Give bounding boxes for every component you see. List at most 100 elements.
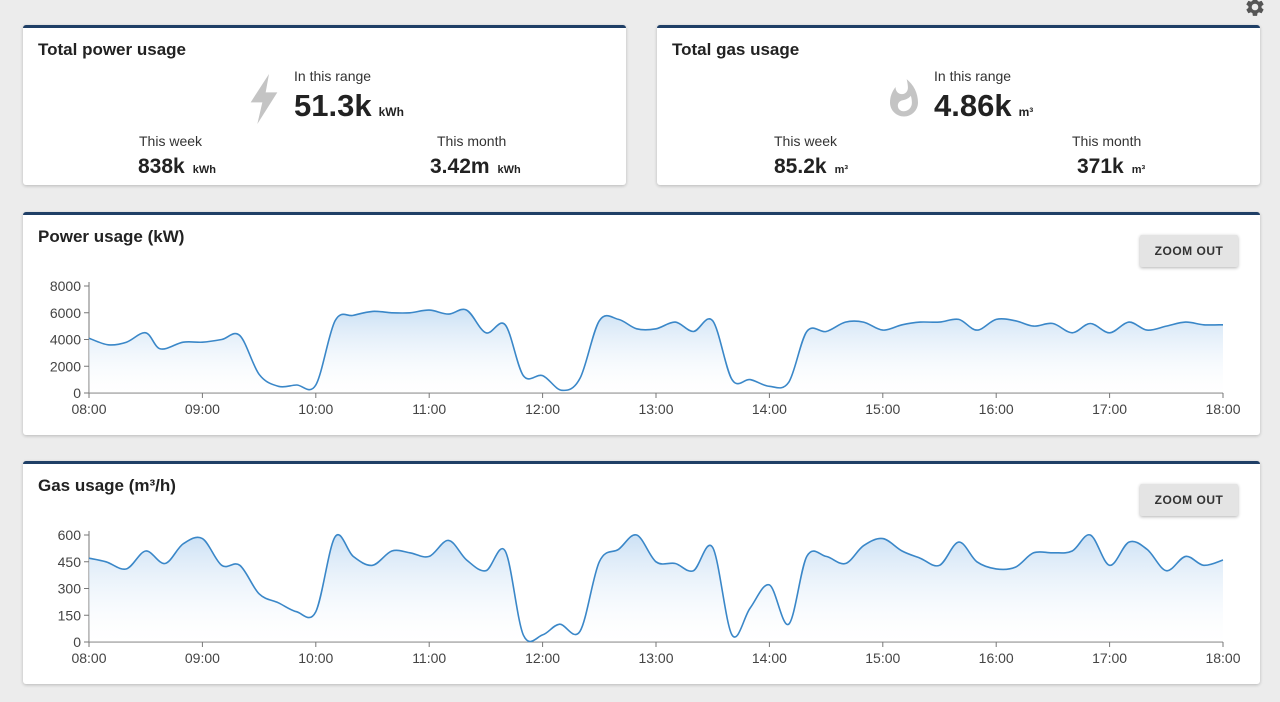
power-usage-chart[interactable]: 0 2000 4000 6000 8000 08:00 09:00 10:00 11:00 12:… [23,215,1260,435]
gas-data-point [1184,555,1187,558]
gas-data-point [334,535,337,538]
gas-x-tick-label: 17:00 [1092,650,1127,666]
power-data-point [1202,323,1205,326]
power-summary-title: Total power usage [38,40,186,59]
gas-data-point [731,633,734,636]
power-range-unit: kWh [378,105,404,119]
gas-x-tick-label: 11:00 [412,650,446,666]
power-data-point [371,310,374,313]
power-data-point [1222,323,1225,326]
power-x-tick-label: 16:00 [979,401,1014,417]
gas-data-point [975,560,978,563]
gas-data-point [277,601,280,604]
gas-range-label: In this range [934,68,1012,84]
power-data-point [144,331,147,334]
gas-data-point [105,560,108,563]
power-data-point [1051,322,1054,325]
gas-zoom-out-button[interactable]: ZOOM OUT [1140,484,1238,516]
power-data-point [844,321,847,324]
power-data-point [881,329,884,332]
gas-range-value: 4.86k m³ [934,88,1034,123]
gas-usage-chart[interactable]: 0 150 300 450 600 08:00 09:00 10:00 11:00 12:00 13… [23,464,1260,684]
power-week-label: This week [139,133,203,149]
power-data-point [635,327,638,330]
power-data-point [617,318,620,321]
gas-data-point [711,546,714,549]
gas-data-point [408,551,411,554]
lightning-icon [250,74,278,124]
power-y-tick-label: 0 [73,385,81,401]
power-data-point [975,329,978,332]
gas-week-unit: m³ [834,164,849,176]
gas-summary-title: Total gas usage [672,40,800,59]
power-data-point [731,378,734,381]
power-data-point [447,313,450,316]
gas-data-point [1108,564,1111,567]
gas-data-point [144,550,147,553]
gas-data-point [541,633,544,636]
power-data-point [88,337,91,340]
gas-y-tick-label: 450 [58,554,82,570]
gas-data-point [522,633,525,636]
power-week-value: 838k kWh [138,155,216,178]
gas-data-point [201,537,204,540]
gas-week-value: 85.2k m³ [774,155,849,178]
power-x-tick-label: 12:00 [525,401,560,417]
gas-x-tick-label: 18:00 [1205,650,1240,666]
gas-x-tick-label: 14:00 [752,650,787,666]
gas-data-point [390,550,393,553]
power-range-value: 51.3k kWh [294,88,404,123]
power-data-point [125,341,128,344]
power-data-point [1184,321,1187,324]
power-y-tick-label: 6000 [50,305,81,321]
gas-data-point [1165,569,1168,572]
gas-data-point [844,562,847,565]
power-data-point [1165,325,1168,328]
gas-data-point [1202,564,1205,567]
gas-data-point [220,564,223,567]
power-data-point [428,309,431,312]
gas-data-point [1146,548,1149,551]
power-data-point [465,309,468,312]
power-data-point [901,323,904,326]
flame-icon [890,79,918,117]
power-data-point [220,338,223,341]
gas-data-point [295,610,298,613]
gear-icon[interactable] [1244,0,1266,18]
power-data-point [238,334,241,337]
power-month-unit: kWh [497,164,521,176]
power-data-point [522,374,525,377]
power-data-point [995,318,998,321]
power-data-point [919,321,922,324]
power-data-point [295,384,298,387]
power-month-label: This month [437,133,507,149]
power-series-line [88,308,1224,392]
power-chart-title: Power usage (kW) [38,227,185,246]
gas-summary-card: Total gas usage In this range 4.86k m³ Th… [657,25,1260,185]
gas-data-point [787,623,790,626]
gas-x-tick-label: 08:00 [71,650,106,666]
power-data-point [484,331,487,334]
gas-data-point [1127,541,1130,544]
gas-data-point [749,607,752,610]
gas-data-point [825,555,828,558]
power-data-point [1146,329,1149,332]
power-data-point [825,330,828,333]
gas-data-point [957,541,960,544]
power-zoom-out-button[interactable]: ZOOM OUT [1140,235,1238,267]
gas-data-point [1071,550,1074,553]
gas-data-point [1032,551,1035,554]
gas-data-point [995,567,998,570]
gas-data-point [919,557,922,560]
power-data-point [598,319,601,322]
gas-data-point [125,567,128,570]
gas-data-point [182,542,185,545]
gas-data-point [674,562,677,565]
gas-data-point [1014,566,1017,569]
gas-y-tick-label: 0 [73,634,81,650]
gas-data-point [88,557,91,560]
power-data-point [541,374,544,377]
power-data-point [1071,331,1074,334]
gas-data-point [428,555,431,558]
gas-data-point [371,564,374,567]
